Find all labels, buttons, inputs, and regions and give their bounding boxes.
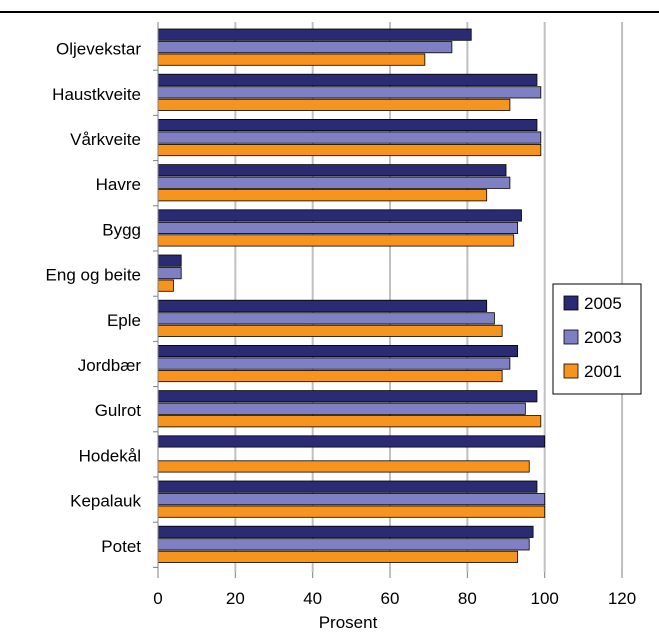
bar: [157, 53, 426, 66]
bar: [157, 73, 538, 86]
legend-swatch: [563, 295, 579, 311]
x-tick-label: 0: [153, 589, 162, 608]
category-label: Kepalauk: [70, 492, 141, 511]
legend-label: 2005: [584, 294, 622, 313]
bar: [157, 279, 174, 292]
category-label: Havre: [96, 175, 141, 194]
bar: [157, 550, 519, 563]
bar: [157, 41, 453, 54]
bar: [157, 344, 519, 358]
category-label: Eng og beite: [46, 266, 141, 285]
x-tick-labels: 0 20 40 60 80 100 120: [153, 589, 636, 608]
legend-label: 2001: [584, 362, 622, 381]
x-tick-label: 40: [303, 589, 322, 608]
gridlines: [234, 22, 624, 572]
bar: [157, 460, 530, 473]
bar: [157, 131, 542, 144]
bar: [157, 357, 511, 370]
bar: [157, 164, 507, 177]
bar: [157, 415, 542, 428]
bar: [157, 221, 519, 235]
bar: [157, 98, 511, 111]
bar: [157, 324, 503, 337]
bar: [157, 189, 488, 202]
bar: [157, 143, 542, 157]
bar: [157, 505, 546, 518]
category-label: Potet: [101, 537, 141, 556]
category-label: Jordbær: [78, 356, 142, 375]
bar: [157, 435, 546, 448]
bar: [157, 493, 546, 506]
bar: [157, 234, 515, 247]
bar: [157, 299, 488, 312]
bar: [157, 525, 534, 538]
category-label: Vårkveite: [70, 130, 141, 149]
bar: [157, 390, 538, 403]
bar: [157, 254, 182, 267]
bar: [157, 369, 503, 383]
category-label: Hodekål: [79, 446, 141, 465]
bar: [157, 402, 526, 415]
bar: [157, 119, 538, 132]
legend-swatch: [563, 329, 579, 345]
legend: 2005 2003 2001: [552, 283, 642, 395]
x-tick-label: 60: [381, 589, 400, 608]
category-label: Bygg: [102, 220, 141, 239]
bar: [157, 538, 530, 551]
category-labels: Oljevekstar Haustkveite Vårkveite Havre Bygg…: [46, 40, 142, 556]
x-tick-label: 80: [458, 589, 477, 608]
x-tick-label: 100: [531, 589, 559, 608]
legend-swatch: [563, 363, 579, 379]
bar: [157, 176, 511, 189]
legend-label: 2003: [584, 328, 622, 347]
x-axis-title: Prosent: [319, 613, 378, 632]
bar: [157, 28, 472, 41]
category-label: Haustkveite: [52, 85, 141, 104]
axes: [153, 22, 623, 578]
bar: [157, 86, 542, 99]
bars: [157, 28, 546, 563]
category-label: Oljevekstar: [56, 40, 141, 59]
x-tick-label: 20: [226, 589, 245, 608]
category-label: Gulrot: [95, 401, 142, 420]
bar: [157, 209, 522, 222]
bar: [157, 267, 182, 280]
category-label: Eple: [107, 311, 141, 330]
bar: [157, 312, 495, 325]
bar: [157, 480, 538, 493]
x-tick-label: 120: [608, 589, 636, 608]
